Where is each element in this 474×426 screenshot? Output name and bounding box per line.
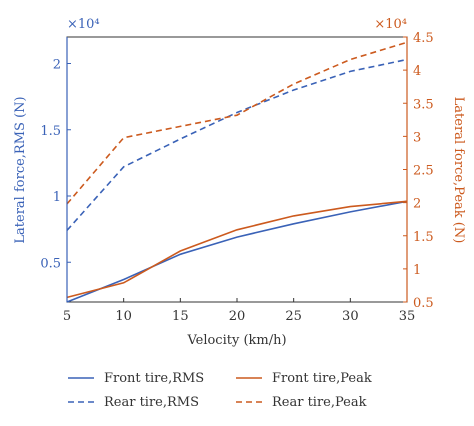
- left-tick-label: 1: [53, 190, 61, 205]
- legend-label: Rear tire,Peak: [272, 395, 367, 410]
- left-tick-label: 1.5: [40, 124, 61, 139]
- left-tick-label: 2: [53, 58, 61, 73]
- x-tick-label: 5: [63, 309, 71, 324]
- right-tick-label: 4: [413, 64, 421, 79]
- right-tick-label: 4.5: [413, 31, 434, 46]
- x-axis-label: Velocity (km/h): [186, 333, 286, 348]
- legend-label: Rear tire,RMS: [104, 395, 199, 410]
- series-line: [66, 200, 408, 299]
- right-axis-multiplier: ×10⁴: [374, 17, 407, 32]
- left-axis-label: Lateral force,RMS (N): [13, 96, 28, 243]
- series-line: [66, 41, 408, 205]
- x-tick-label: 25: [285, 309, 302, 324]
- x-tick-label: 15: [172, 309, 189, 324]
- right-tick-label: 3: [413, 130, 421, 145]
- right-tick-label: 2.5: [413, 164, 434, 179]
- right-tick-label: 2: [413, 197, 421, 212]
- right-tick-label: 3.5: [413, 97, 434, 112]
- right-tick-label: 0.5: [413, 296, 434, 311]
- right-tick-label: 1: [413, 263, 421, 278]
- x-tick-label: 20: [229, 309, 246, 324]
- legend-label: Front tire,Peak: [272, 371, 372, 386]
- legend: Front tire,RMS Rear tire,RMS Front tire,Pe…: [68, 371, 372, 410]
- legend-label: Front tire,RMS: [104, 371, 204, 386]
- plot-area: [66, 36, 408, 303]
- left-tick-label: 0.5: [40, 256, 61, 271]
- series-line: [66, 58, 408, 231]
- right-tick-label: 1.5: [413, 230, 434, 245]
- x-tick-label: 10: [115, 309, 132, 324]
- left-axis-multiplier: ×10⁴: [67, 17, 100, 32]
- series-line: [66, 200, 408, 303]
- x-tick-label: 30: [342, 309, 359, 324]
- right-axis-label: Lateral force,Peak (N): [451, 97, 466, 244]
- x-tick-label: 35: [399, 309, 416, 324]
